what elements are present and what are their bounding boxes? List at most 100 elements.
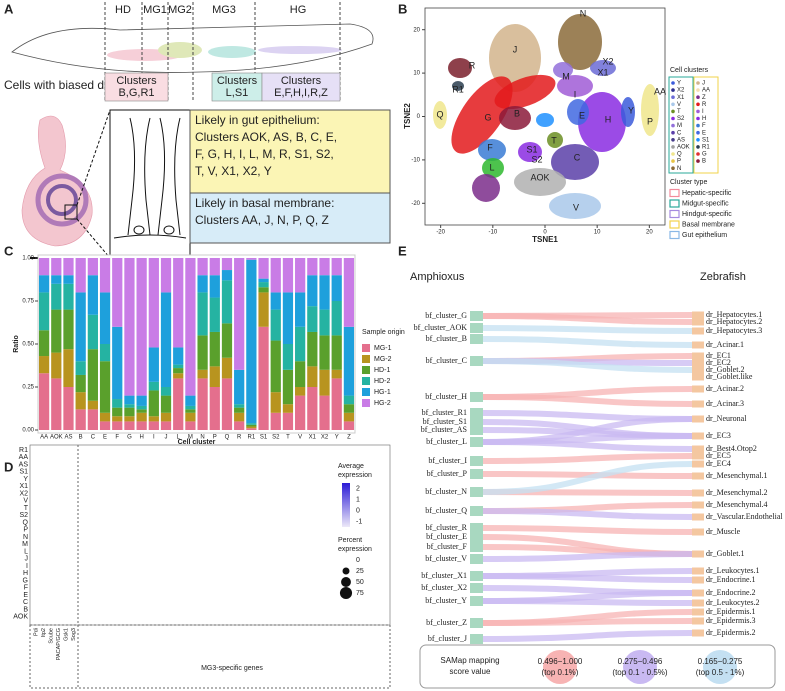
y-tick-label: 0 xyxy=(417,114,421,120)
cluster-label: F xyxy=(487,142,493,152)
left-label: bf_cluster_AS xyxy=(421,425,467,434)
bar-segment xyxy=(258,278,269,283)
legend-swatch xyxy=(669,188,680,198)
x-tick-label: H xyxy=(139,435,143,441)
epithelium-text: T, V, X1, X2, Y xyxy=(195,164,272,178)
x-tick-label: S1 xyxy=(260,435,268,441)
x-tick-label: N xyxy=(200,435,204,441)
legend-swatch xyxy=(669,199,680,208)
y-tick-label: 0.00 xyxy=(22,428,34,434)
cluster-blob xyxy=(452,81,464,91)
left-node xyxy=(470,311,483,321)
bar-segment xyxy=(319,335,330,370)
bar-segment xyxy=(258,258,269,279)
bar-segment xyxy=(124,416,135,422)
bar-segment xyxy=(319,309,330,336)
legend-label: F xyxy=(702,123,706,129)
left-node xyxy=(470,425,483,435)
bar-segment xyxy=(234,407,245,413)
right-label: dr_Goblet.2 xyxy=(706,365,744,374)
legend-dot xyxy=(671,138,675,142)
legend-dot xyxy=(696,152,700,156)
sankey-link xyxy=(482,525,693,535)
fish-diagram xyxy=(11,23,374,73)
bar-segment xyxy=(173,373,184,379)
cluster-blob xyxy=(557,75,593,97)
gene-label: Gsk1 xyxy=(63,628,69,641)
bar-segment xyxy=(282,258,294,293)
bar-segment xyxy=(197,378,208,430)
legend-label: I xyxy=(702,109,704,115)
x-tick-label: G xyxy=(127,435,132,441)
legend-dot xyxy=(696,138,700,142)
panel-label: D xyxy=(4,459,13,474)
cluster-label: X2 xyxy=(602,56,613,66)
left-node xyxy=(470,583,483,593)
legend-label: Hepatic-specific xyxy=(682,190,732,197)
bar-segment xyxy=(51,352,62,379)
bar-segment xyxy=(136,421,147,430)
gene-label: Itp2 xyxy=(41,628,47,637)
cluster-label: Y xyxy=(628,105,634,115)
left-label: bf_cluster_Y xyxy=(425,596,467,605)
bar-segment xyxy=(197,369,208,379)
sankey-link xyxy=(482,453,693,464)
x-tick-label: 20 xyxy=(646,230,653,236)
row-label: M xyxy=(22,541,28,548)
bar-segment xyxy=(99,412,111,422)
bar-segment xyxy=(197,292,208,336)
right-node xyxy=(692,489,704,497)
right-label: dr_Acinar.3 xyxy=(706,399,744,408)
size-key xyxy=(341,577,351,587)
bar-segment xyxy=(221,357,233,379)
bar-segment xyxy=(124,395,135,405)
cluster-blob xyxy=(547,132,563,148)
cluster-label: S2 xyxy=(531,154,542,164)
bar-segment xyxy=(99,361,111,413)
bar-segment xyxy=(185,395,196,406)
panel-label: B xyxy=(398,1,407,16)
right-node xyxy=(692,617,704,625)
bar-segment xyxy=(270,412,281,430)
bar-segment xyxy=(209,297,220,332)
row-label: E xyxy=(23,592,28,599)
row-label: J xyxy=(25,556,29,563)
legend-dot xyxy=(671,88,675,92)
gene-label: Sog3 xyxy=(71,628,77,641)
bar-segment xyxy=(160,258,172,293)
colorbar-label: 1 xyxy=(356,496,360,503)
cluster-box xyxy=(211,72,263,102)
left-label: bf_cluster_I xyxy=(428,456,467,465)
epithelium-text: Clusters AOK, AS, B, C, E, xyxy=(195,130,337,144)
x-tick-label: Q xyxy=(225,435,230,441)
y-tick-label: -20 xyxy=(411,201,420,207)
x-tick-label: Z xyxy=(347,435,351,441)
sankey-link xyxy=(482,590,693,604)
bar-segment xyxy=(258,287,269,293)
legend-label: Hindgut-specific xyxy=(682,211,732,218)
left-node xyxy=(470,408,483,418)
epithelium-text: Likely in gut epithelium: xyxy=(195,113,320,127)
row-label: V xyxy=(23,498,28,505)
left-label: bf_cluster_Z xyxy=(426,618,467,627)
x-tick-label: E xyxy=(103,435,107,441)
legend-note: (top 0.1 - 0.5%) xyxy=(612,668,667,677)
right-node xyxy=(692,501,704,509)
right-label: dr_EC5 xyxy=(706,451,731,460)
right-node xyxy=(692,513,704,521)
row-label: Y xyxy=(23,476,28,483)
right-label: dr_Mesenchymal.2 xyxy=(706,488,768,497)
bar-segment xyxy=(295,258,306,293)
bar-segment xyxy=(209,366,220,387)
bar-segment xyxy=(307,306,318,332)
bar-segment xyxy=(51,283,62,310)
legend-label: HD-1 xyxy=(374,367,390,374)
left-node xyxy=(470,634,483,644)
x-tick-label: T xyxy=(286,435,290,441)
cluster-label: J xyxy=(513,44,518,54)
bar-segment xyxy=(197,335,208,370)
region-label: MG3 xyxy=(212,4,236,16)
cluster-label: AA xyxy=(654,86,666,96)
cluster-box-text: Clusters xyxy=(116,75,157,87)
bar-segment xyxy=(307,387,318,430)
